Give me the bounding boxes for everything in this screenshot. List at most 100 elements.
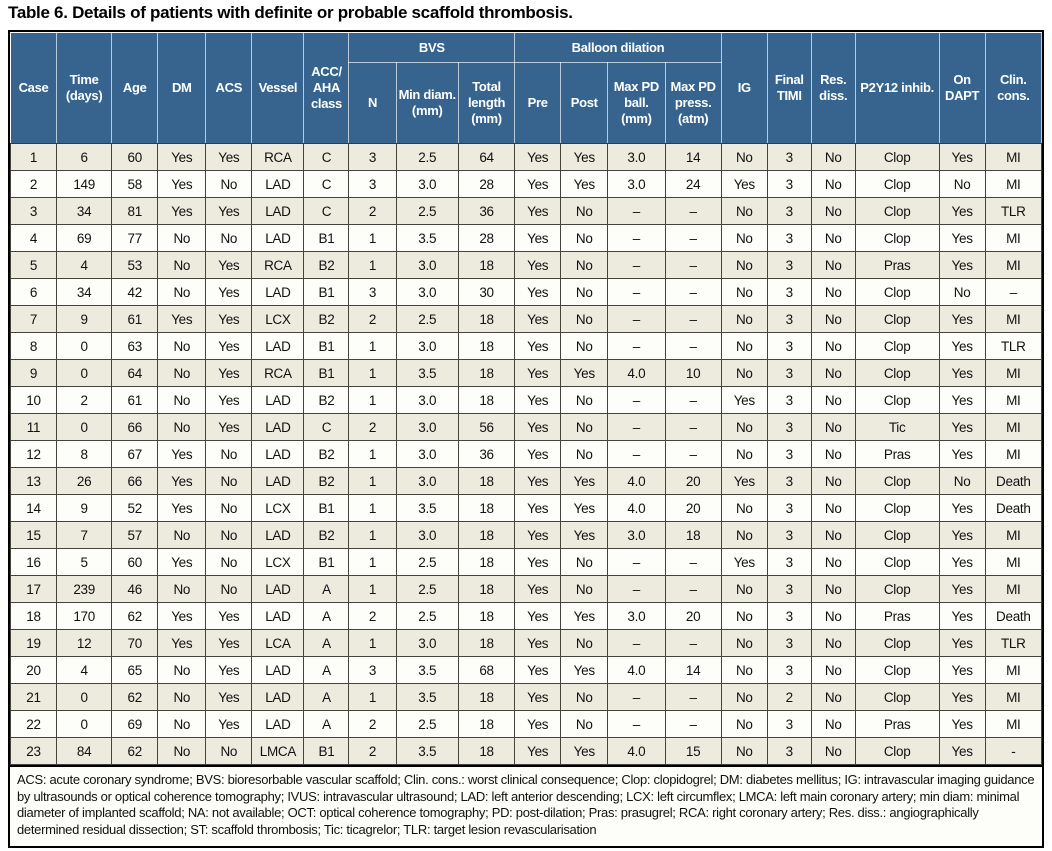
table-cell: 3 xyxy=(766,170,812,198)
table-cell: No xyxy=(720,224,768,252)
table-cell: A xyxy=(303,683,350,711)
table-cell: 10 xyxy=(664,359,722,387)
table-cell: Yes xyxy=(514,683,562,711)
table-cell: 4.0 xyxy=(607,737,666,765)
table-cell: Yes xyxy=(938,440,986,468)
table-cell: LCA xyxy=(251,629,305,657)
table-cell: No xyxy=(560,440,609,468)
table-cell: Yes xyxy=(205,656,253,684)
table-title: Table 6. Details of patients with defini… xyxy=(8,3,573,22)
table-cell: 66 xyxy=(111,467,159,495)
table-cell: – xyxy=(607,224,666,252)
table-cell: Yes xyxy=(938,575,986,603)
table-cell: Yes xyxy=(560,494,609,522)
table-cell: LAD xyxy=(251,278,305,306)
table-cell: No xyxy=(157,224,207,252)
table-cell: 4.0 xyxy=(607,467,666,495)
col-header-case: Case xyxy=(9,32,58,144)
table-cell: 3.5 xyxy=(395,494,459,522)
table-cell: 5 xyxy=(9,251,58,279)
table-cell: No xyxy=(157,332,207,360)
table-cell: 3.0 xyxy=(395,467,459,495)
table-cell: 3 xyxy=(766,575,812,603)
table-cell: C xyxy=(303,143,350,171)
table-cell: Yes xyxy=(514,305,562,333)
table-cell: Clop xyxy=(854,386,940,414)
table-cell: Yes xyxy=(157,629,207,657)
table-cell: 3 xyxy=(766,656,812,684)
table-row: 14 9 52 Yes No LCX B1 1 3.5 18 Yes Yes 4.0 20 No 3 No Clo… xyxy=(9,494,1043,522)
table-cell: Yes xyxy=(720,548,768,576)
table-cell: LAD xyxy=(251,602,305,630)
table-cell: LAD xyxy=(251,170,305,198)
table-cell: 18 xyxy=(9,602,58,630)
table-cell: 70 xyxy=(111,629,159,657)
table-cell: – xyxy=(664,710,722,738)
table-cell: LAD xyxy=(251,332,305,360)
table-cell: B1 xyxy=(303,278,350,306)
table-cell: No xyxy=(810,710,856,738)
table-cell: 3 xyxy=(348,170,397,198)
table-cell: 8 xyxy=(56,440,113,468)
table-cell: 3 xyxy=(348,656,397,684)
table-cell: Yes xyxy=(157,440,207,468)
table-cell: No xyxy=(720,413,768,441)
table-cell: No xyxy=(157,521,207,549)
table-cell: B1 xyxy=(303,737,350,765)
table-cell: 53 xyxy=(111,251,159,279)
table-cell: Yes xyxy=(157,305,207,333)
table-cell: LAD xyxy=(251,575,305,603)
table-cell: Clop xyxy=(854,197,940,225)
table-cell: Yes xyxy=(514,197,562,225)
table-cell: B2 xyxy=(303,467,350,495)
table-cell: Yes xyxy=(938,224,986,252)
table-cell: – xyxy=(607,683,666,711)
table-cell: No xyxy=(157,413,207,441)
table-cell: No xyxy=(810,521,856,549)
table-cell: No xyxy=(205,224,253,252)
table-cell: 3 xyxy=(766,359,812,387)
table-cell: 84 xyxy=(56,737,113,765)
table-cell: Yes xyxy=(720,170,768,198)
table-cell: Yes xyxy=(560,359,609,387)
table-cell: Clop xyxy=(854,548,940,576)
table-cell: 1 xyxy=(348,332,397,360)
table-cell: 1 xyxy=(348,467,397,495)
table-cell: 3.5 xyxy=(395,683,459,711)
table-cell: 6 xyxy=(56,143,113,171)
table-cell: No xyxy=(810,197,856,225)
table-cell: No xyxy=(205,467,253,495)
table-cell: Yes xyxy=(205,305,253,333)
col-header-time: Time (days) xyxy=(56,32,113,144)
table-cell: No xyxy=(205,548,253,576)
table-cell: 149 xyxy=(56,170,113,198)
table-cell: MI xyxy=(984,143,1043,171)
table-cell: MI xyxy=(984,575,1043,603)
table-cell: Yes xyxy=(938,332,986,360)
table-cell: 3.0 xyxy=(395,332,459,360)
table-cell: 5 xyxy=(56,548,113,576)
table-cell: LCX xyxy=(251,494,305,522)
table-cell: No xyxy=(560,278,609,306)
table-cell: 1 xyxy=(348,575,397,603)
table-cell: LAD xyxy=(251,224,305,252)
table-cell: 17 xyxy=(9,575,58,603)
table-cell: 3 xyxy=(766,737,812,765)
table-cell: 26 xyxy=(56,467,113,495)
table-cell: Yes xyxy=(938,602,986,630)
table-cell: Clop xyxy=(854,305,940,333)
table-cell: Yes xyxy=(514,224,562,252)
col-header-age: Age xyxy=(111,32,159,144)
table-cell: Clop xyxy=(854,143,940,171)
table-cell: – xyxy=(607,629,666,657)
table-cell: 9 xyxy=(9,359,58,387)
table-cell: 46 xyxy=(111,575,159,603)
table-cell: Clop xyxy=(854,170,940,198)
table-cell: – xyxy=(607,197,666,225)
table-row: 22 0 69 No Yes LAD A 2 2.5 18 Yes No – – No 3 No Pras Yes M… xyxy=(9,710,1043,738)
table-cell: 3 xyxy=(766,629,812,657)
table-cell: Pras xyxy=(854,251,940,279)
table-cell: 3.5 xyxy=(395,656,459,684)
table-cell: 2 xyxy=(348,197,397,225)
table-row: 17 239 46 No No LAD A 1 2.5 18 Yes No – – No 3 No Clop Yes… xyxy=(9,575,1043,603)
